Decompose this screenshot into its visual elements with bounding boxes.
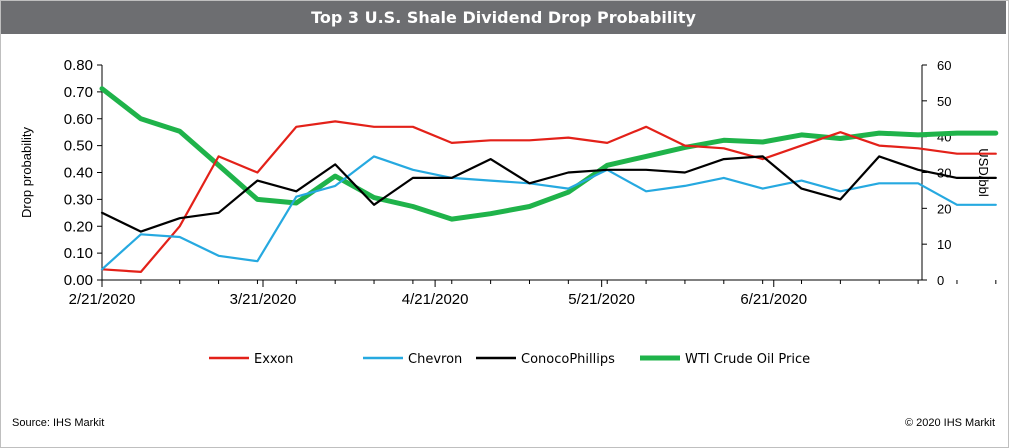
y-left-tick-label: 0.30 bbox=[64, 191, 93, 208]
legend-label: Exxon bbox=[254, 352, 293, 367]
chart-axes: 0.00 0.10 0.20 0.30 0.40 0.50 0.60 0.70 0.80 0 10 2… bbox=[19, 57, 997, 308]
x-tick-label: 5/21/2020 bbox=[568, 291, 635, 308]
series-line-wti-crude-oil-price bbox=[99, 86, 999, 222]
y-right-tick-label: 30 bbox=[937, 166, 951, 181]
y-left-tick-label: 0.10 bbox=[64, 245, 93, 262]
series-line-conocophillips bbox=[100, 155, 997, 233]
y-left-tick-label: 0.20 bbox=[64, 218, 93, 235]
chart-lines bbox=[99, 86, 999, 273]
y-left-tick-label: 0.50 bbox=[64, 138, 93, 155]
copyright-note: © 2020 IHS Markit bbox=[904, 417, 995, 429]
chart-legend: Exxon Chevron ConocoPhillips WTI Crude Oil … bbox=[209, 352, 810, 367]
y-left-tick-label: 0.00 bbox=[64, 272, 93, 289]
series-line-chevron bbox=[100, 155, 997, 271]
y-left-tick-label: 0.40 bbox=[64, 165, 93, 182]
y-axis-right-label: USD/bbl bbox=[976, 148, 991, 197]
y-right-tick-label: 10 bbox=[937, 237, 951, 252]
y-right-tick-label: 20 bbox=[937, 201, 951, 216]
x-tick-label: 2/21/2020 bbox=[69, 291, 136, 308]
chart-title: Top 3 U.S. Shale Dividend Drop Probabili… bbox=[1, 1, 1006, 34]
source-note: Source: IHS Markit bbox=[12, 417, 105, 429]
legend-label: WTI Crude Oil Price bbox=[685, 352, 810, 367]
legend-label: ConocoPhillips bbox=[521, 352, 615, 367]
y-right-tick-label: 50 bbox=[937, 94, 951, 109]
y-right-tick-label: 0 bbox=[937, 273, 944, 288]
y-axis-left-label: Drop probability bbox=[19, 126, 34, 218]
series-line-exxon bbox=[100, 120, 997, 273]
y-left-tick-label: 0.80 bbox=[64, 57, 93, 74]
x-tick-label: 6/21/2020 bbox=[740, 291, 807, 308]
x-tick-label: 3/21/2020 bbox=[230, 291, 297, 308]
y-left-tick-label: 0.70 bbox=[64, 84, 93, 101]
y-right-tick-label: 60 bbox=[937, 58, 951, 73]
x-tick-label: 4/21/2020 bbox=[402, 291, 469, 308]
legend-label: Chevron bbox=[408, 352, 462, 367]
y-left-tick-label: 0.60 bbox=[64, 111, 93, 128]
